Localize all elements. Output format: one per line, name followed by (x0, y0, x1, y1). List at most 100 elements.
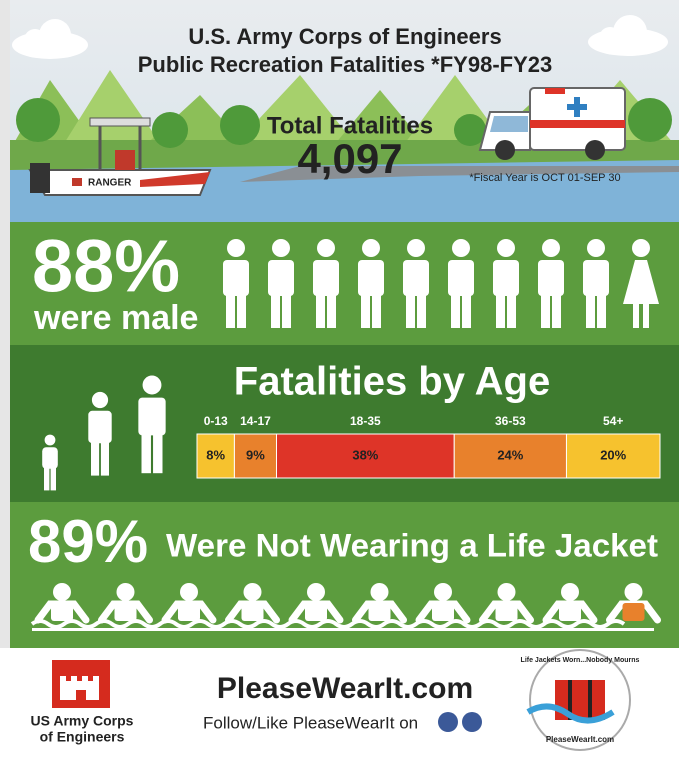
head (53, 583, 71, 601)
torso (242, 603, 264, 621)
head (244, 583, 262, 601)
head (45, 435, 56, 446)
head (143, 376, 162, 395)
head (452, 239, 470, 257)
male-text: were male (33, 299, 198, 337)
torso (432, 603, 454, 621)
total-value: 4,097 (297, 135, 402, 182)
body (138, 398, 165, 436)
instagram-icon[interactable] (462, 712, 482, 732)
leg (361, 292, 370, 328)
age-category: 18-35 (350, 414, 381, 428)
body (358, 260, 384, 296)
leg (586, 292, 595, 328)
head (227, 239, 245, 257)
age-value-label: 38% (352, 447, 378, 462)
leg (406, 292, 415, 328)
leg (643, 302, 649, 328)
body (313, 260, 339, 296)
head (434, 583, 452, 601)
leg (271, 292, 280, 328)
leg (101, 441, 109, 475)
head (542, 239, 560, 257)
leg (541, 292, 550, 328)
age-category: 0-13 (204, 414, 228, 428)
leg (327, 292, 336, 328)
age-title: Fatalities by Age (234, 360, 550, 404)
body (42, 447, 58, 469)
age-category: 14-17 (240, 414, 271, 428)
leg (451, 292, 460, 328)
head (625, 583, 643, 601)
leg (153, 433, 162, 473)
facebook-icon[interactable] (438, 712, 458, 732)
subtitle: Public Recreation Fatalities *FY98-FY23 (138, 52, 552, 77)
head (407, 239, 425, 257)
leg (507, 292, 516, 328)
head (272, 239, 290, 257)
usace-logo (52, 660, 110, 708)
head (371, 583, 389, 601)
leg (597, 292, 606, 328)
follow-text: Follow/Like PleaseWearIt on (203, 713, 418, 732)
boat-label: RANGER (88, 178, 132, 189)
age-value-label: 24% (497, 447, 523, 462)
leg (417, 292, 426, 328)
life-jacket (623, 603, 645, 621)
head (498, 583, 516, 601)
head (561, 583, 579, 601)
leg (226, 292, 235, 328)
age-category: 54+ (603, 414, 623, 428)
leg (142, 433, 151, 473)
jacket-text: Were Not Wearing a Life Jacket (166, 527, 658, 563)
leg (91, 441, 99, 475)
leg (496, 292, 505, 328)
age-value-label: 9% (246, 447, 265, 462)
water-line (32, 628, 654, 631)
body (403, 260, 429, 296)
head (117, 583, 135, 601)
head (92, 392, 108, 408)
title: U.S. Army Corps of Engineers (188, 24, 501, 49)
head (180, 583, 198, 601)
torso (369, 603, 391, 621)
torso (51, 603, 73, 621)
torso (178, 603, 200, 621)
leg (44, 468, 49, 491)
infographic: RANGER U.S. Army Corps of Engineers Publ… (0, 0, 679, 752)
body (493, 260, 519, 296)
age-value-label: 8% (206, 447, 225, 462)
leg (633, 302, 639, 328)
leg (316, 292, 325, 328)
org-line1: US Army Corps (31, 713, 134, 729)
body (268, 260, 294, 296)
badge-url: PleaseWearIt.com (546, 735, 614, 744)
leg (552, 292, 561, 328)
head (317, 239, 335, 257)
fiscal-note: *Fiscal Year is OCT 01-SEP 30 (469, 172, 620, 184)
left-edge (0, 0, 10, 648)
torso (115, 603, 137, 621)
leg (237, 292, 246, 328)
male-percent: 88% (32, 225, 180, 308)
org-line2: of Engineers (40, 729, 125, 745)
age-value-label: 20% (600, 447, 626, 462)
torso (305, 603, 327, 621)
leg (51, 468, 56, 491)
body (448, 260, 474, 296)
head (632, 239, 650, 257)
page: RANGER U.S. Army Corps of Engineers Publ… (0, 0, 679, 752)
leg (462, 292, 471, 328)
age-category: 36-53 (495, 414, 526, 428)
body (583, 260, 609, 296)
badge-text: Life Jackets Worn...Nobody Mourns (521, 657, 640, 664)
head (497, 239, 515, 257)
leg (372, 292, 381, 328)
leg (282, 292, 291, 328)
head (362, 239, 380, 257)
website[interactable]: PleaseWearIt.com (217, 672, 473, 705)
body (223, 260, 249, 296)
body (88, 411, 111, 443)
torso (496, 603, 518, 621)
head (307, 583, 325, 601)
